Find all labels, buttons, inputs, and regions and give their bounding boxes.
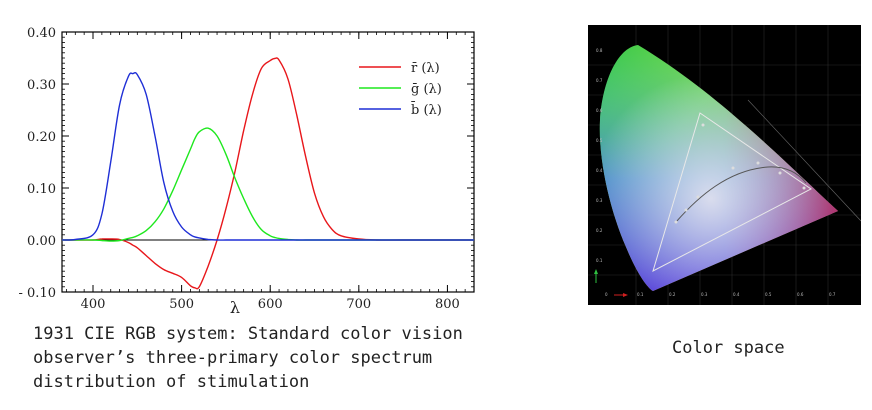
x-tick-label: 400 bbox=[81, 297, 106, 312]
color-space-caption: Color space bbox=[672, 338, 785, 358]
purple-line-extension bbox=[747, 99, 861, 222]
gamut-x-tick-label: 0.2 bbox=[669, 292, 676, 297]
rgb-gamut-triangle bbox=[652, 112, 812, 272]
gamut-x-tick-label: 0.1 bbox=[637, 292, 644, 297]
series-line-g bbox=[62, 127, 474, 242]
gamut-y-tick-label: 0.2 bbox=[596, 228, 603, 233]
chart-caption-line: 1931 CIE RGB system: Standard color visi… bbox=[33, 324, 463, 344]
gamut-x-tick-label: 0.7 bbox=[829, 292, 836, 297]
gamut-y-tick-label: 0.3 bbox=[596, 198, 603, 203]
gamut-x-ticks: 0 0.1 0.2 0.3 0.4 0.5 0.6 0.7 bbox=[605, 292, 836, 297]
gamut-x-tick-label: 0.3 bbox=[701, 292, 708, 297]
y-tick-label: 0.00 bbox=[27, 234, 56, 249]
chart-caption: 1931 CIE RGB system: Standard color visi… bbox=[33, 322, 463, 394]
y-tick-label: 0.40 bbox=[27, 26, 56, 41]
y-tick-label: - 0.10 bbox=[19, 286, 56, 301]
locus-markers bbox=[674, 123, 806, 224]
legend-label: b̄ (λ) bbox=[410, 101, 442, 118]
axis-arrow-icon bbox=[594, 269, 628, 297]
chromaticity-diagram: 0 0.1 0.2 0.3 0.4 0.5 0.6 0.7 0.1 0.2 0.3 0.4 0.5 0.… bbox=[588, 25, 861, 305]
gamut-y-tick-label: 0.8 bbox=[596, 48, 603, 53]
chart-caption-line: observer’s three-primary color spectrum bbox=[33, 348, 433, 368]
x-tick-label: 500 bbox=[169, 297, 194, 312]
gamut-y-tick-label: 0.4 bbox=[596, 168, 603, 173]
legend-label: ḡ (λ) bbox=[411, 82, 442, 97]
gamut-y-tick-label: 0.1 bbox=[596, 258, 603, 263]
y-tick-label: 0.10 bbox=[27, 182, 56, 197]
gamut-y-ticks: 0.1 0.2 0.3 0.4 0.5 0.6 0.7 0.8 bbox=[596, 48, 603, 263]
series-line-r bbox=[62, 57, 474, 290]
spectral-locus bbox=[599, 45, 839, 291]
gamut-x-tick-label: 0.4 bbox=[733, 292, 740, 297]
planckian-locus bbox=[675, 166, 807, 223]
legend-label: r̄ (λ) bbox=[411, 61, 440, 76]
x-tick-label: 800 bbox=[435, 297, 460, 312]
gamut-x-tick-label: 0 bbox=[605, 292, 608, 297]
gamut-y-tick-label: 0.6 bbox=[596, 108, 603, 113]
gamut-x-tick-label: 0.5 bbox=[765, 292, 772, 297]
x-tick-label: 600 bbox=[258, 297, 283, 312]
y-tick-label: 0.30 bbox=[27, 78, 56, 93]
y-tick-label: 0.20 bbox=[27, 130, 56, 145]
x-axis-label: λ bbox=[230, 298, 240, 317]
x-tick-label: 700 bbox=[346, 297, 371, 312]
gamut-y-tick-label: 0.7 bbox=[596, 78, 603, 83]
series-line-b bbox=[61, 72, 474, 241]
gamut-x-tick-label: 0.6 bbox=[797, 292, 804, 297]
chart-caption-line: distribution of stimulation bbox=[33, 372, 310, 392]
gamut-y-tick-label: 0.5 bbox=[596, 138, 603, 143]
cmf-chart: 400 500 600 700 800 - 0.10 0.00 0.10 0.20 0.30 0.4… bbox=[19, 26, 475, 317]
